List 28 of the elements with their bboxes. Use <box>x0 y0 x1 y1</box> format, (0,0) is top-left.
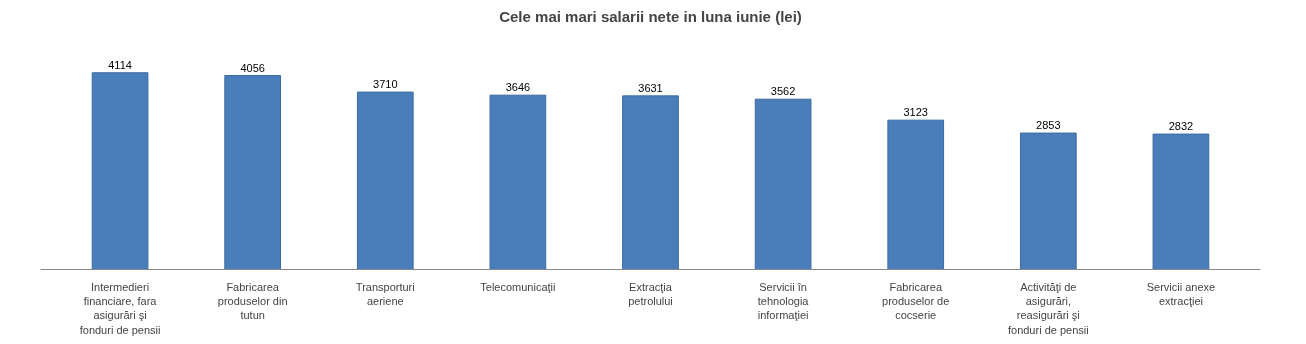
bar <box>224 75 282 270</box>
x-tick-label: Servicii în tehnologia informaţiei <box>757 280 810 322</box>
x-tick-label: Telecomunicaţii <box>480 280 556 293</box>
data-label: 3123 <box>903 106 928 119</box>
bar <box>91 72 149 270</box>
data-label: 3631 <box>638 81 663 94</box>
bar <box>356 91 414 270</box>
bar <box>887 119 945 270</box>
x-tick-label: Intermedieri financiare, fara asigurări şi fonduri de pensii <box>79 280 161 336</box>
bar <box>622 95 679 270</box>
x-tick-label: Fabricarea produselor din tutun <box>217 280 288 322</box>
data-label: 2853 <box>1036 119 1061 132</box>
bar <box>754 98 812 270</box>
x-tick-label: Activităţi de asigurări, reasigurări şi fonduri de pensii <box>1007 280 1089 336</box>
chart-title: Cele mai mari salarii nete in luna iunie (lei) <box>499 7 802 25</box>
data-label: 3710 <box>373 78 398 91</box>
x-tick-label: Servicii anexe extracţiei <box>1146 280 1216 307</box>
bar <box>1019 132 1077 270</box>
data-label: 3562 <box>770 85 796 98</box>
x-tick-label: Extracţia petrolului <box>628 280 673 307</box>
bar <box>489 94 547 270</box>
x-tick-label: Fabricarea produselor de cocserie <box>882 280 950 322</box>
data-label: 3646 <box>505 81 531 94</box>
data-label: 4056 <box>240 61 265 74</box>
bar <box>1152 133 1210 270</box>
x-tick-label: Transporturi aeriene <box>355 280 415 307</box>
data-label: 2832 <box>1168 120 1194 133</box>
data-label: 4114 <box>108 58 132 71</box>
